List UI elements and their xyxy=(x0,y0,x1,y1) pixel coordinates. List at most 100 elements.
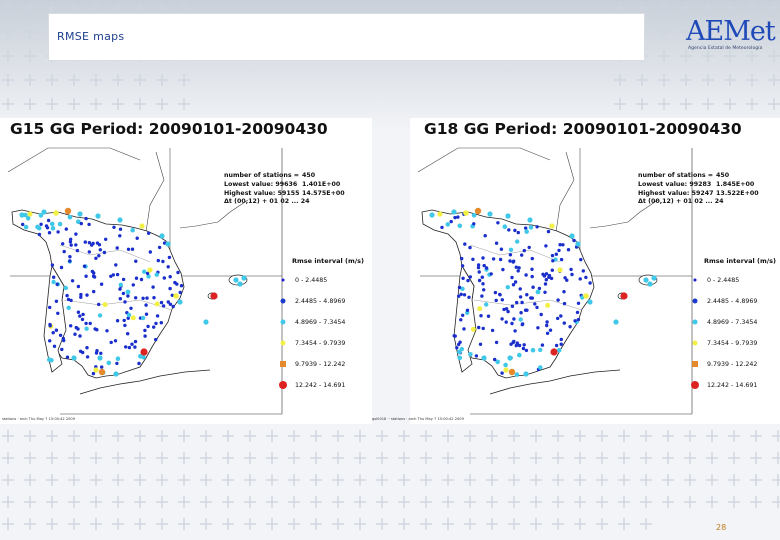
legend-item: 4.8969 - 7.3454 xyxy=(688,317,757,327)
station-marker xyxy=(445,222,451,227)
station-marker xyxy=(94,351,99,355)
plus-glyph xyxy=(508,430,520,442)
plus-glyph xyxy=(222,430,234,442)
plus-glyph xyxy=(728,452,740,464)
plus-glyph xyxy=(552,430,564,442)
plus-glyph xyxy=(68,74,80,86)
station-marker xyxy=(451,209,457,215)
station-marker xyxy=(74,325,79,330)
station-marker xyxy=(643,277,649,283)
station-marker xyxy=(468,245,472,250)
plus-glyph xyxy=(156,496,168,508)
plus-glyph xyxy=(178,98,190,110)
station-marker xyxy=(491,257,496,261)
station-marker xyxy=(506,309,510,314)
plus-glyph xyxy=(658,74,670,86)
station-marker xyxy=(466,278,470,283)
legend-item: 2.4485 - 4.8969 xyxy=(688,296,757,306)
station-marker xyxy=(161,304,166,308)
plus-glyph xyxy=(2,452,14,464)
plus-glyph xyxy=(398,496,410,508)
stat-value: 13.522E+00 xyxy=(716,189,759,197)
station-marker xyxy=(481,355,487,361)
stat-value: 14.575E+00 xyxy=(302,189,345,197)
coastline-france xyxy=(7,147,141,173)
africa-coastline xyxy=(489,369,621,395)
plus-glyph xyxy=(134,474,146,486)
station-marker xyxy=(559,342,563,346)
station-marker xyxy=(550,253,555,258)
station-marker xyxy=(536,326,540,330)
plus-glyph xyxy=(398,518,410,530)
legend-label: 9.7939 - 12.242 xyxy=(295,360,346,368)
station-marker xyxy=(651,275,657,281)
station-marker xyxy=(64,227,69,231)
plus-glyph xyxy=(596,430,608,442)
station-marker xyxy=(457,349,462,355)
station-marker xyxy=(523,371,529,377)
station-marker xyxy=(437,211,443,217)
station-marker xyxy=(546,229,551,234)
plus-glyph xyxy=(2,518,14,530)
station-marker xyxy=(139,223,145,229)
station-marker xyxy=(139,277,144,282)
station-marker xyxy=(177,299,183,305)
plus-glyph xyxy=(486,496,498,508)
station-marker xyxy=(66,305,71,310)
plus-glyph xyxy=(24,474,36,486)
plus-glyph xyxy=(636,2,648,14)
iberia-map-g15 xyxy=(0,147,372,424)
station-marker xyxy=(69,324,73,328)
plus-glyph xyxy=(112,496,124,508)
plus-glyph xyxy=(728,430,740,442)
plus-glyph xyxy=(156,2,168,14)
plus-glyph xyxy=(442,430,454,442)
station-marker xyxy=(57,221,63,227)
station-marker xyxy=(539,312,543,317)
plus-glyph xyxy=(200,474,212,486)
plus-glyph xyxy=(90,518,102,530)
plus-glyph xyxy=(288,430,300,442)
station-marker xyxy=(501,267,505,272)
plus-glyph xyxy=(596,518,608,530)
station-marker xyxy=(457,285,462,290)
station-marker xyxy=(129,306,133,310)
plus-glyph xyxy=(24,50,36,62)
plus-glyph xyxy=(640,496,652,508)
station-marker xyxy=(81,350,85,355)
plus-glyph xyxy=(552,518,564,530)
station-marker xyxy=(53,210,59,216)
plus-glyph xyxy=(724,98,736,110)
station-marker xyxy=(97,243,102,247)
plus-glyph xyxy=(2,50,14,62)
station-marker xyxy=(85,293,89,297)
station-marker xyxy=(152,296,156,300)
station-marker xyxy=(111,273,116,277)
station-marker xyxy=(126,312,132,318)
station-marker xyxy=(486,314,491,318)
plus-glyph xyxy=(222,518,234,530)
station-marker xyxy=(146,274,151,279)
legend-item: 9.7939 - 12.242 xyxy=(276,359,345,369)
station-marker xyxy=(524,226,528,230)
plus-glyph xyxy=(398,430,410,442)
station-marker xyxy=(565,278,569,282)
plus-glyph xyxy=(354,518,366,530)
title-bar: RMSE maps xyxy=(48,13,645,61)
station-marker xyxy=(482,263,486,268)
plus-glyph xyxy=(574,430,586,442)
stats-row: Highest value: 59247 13.522E+00 xyxy=(638,190,759,199)
plus-glyph xyxy=(618,496,630,508)
plus-glyph xyxy=(68,474,80,486)
plus-glyph xyxy=(90,74,102,86)
station-marker xyxy=(538,347,543,353)
station-marker xyxy=(518,287,522,291)
station-marker xyxy=(178,290,182,295)
plus-glyph xyxy=(376,496,388,508)
plus-glyph xyxy=(614,2,626,14)
station-marker xyxy=(576,301,581,305)
plus-glyph xyxy=(244,430,256,442)
stats-row: number of stations = 450 xyxy=(224,172,345,181)
stats-row: Lowest value: 99636 1.401E+00 xyxy=(224,181,345,190)
station-marker xyxy=(476,265,481,270)
